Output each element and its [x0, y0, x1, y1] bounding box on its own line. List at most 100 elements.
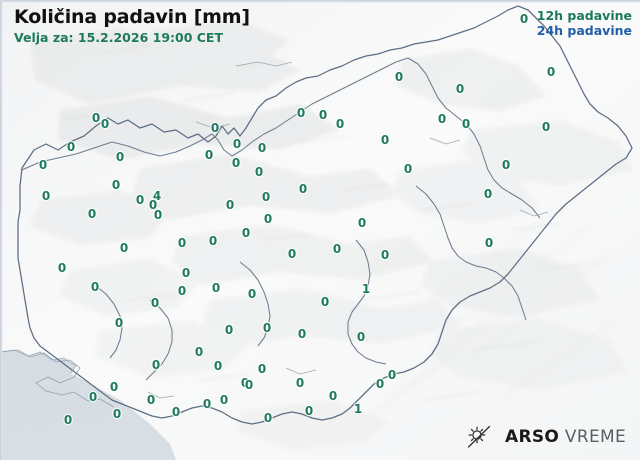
- terrain-relief: [30, 20, 634, 450]
- valid-time-label: Velja za: 15.2.2026 19:00 CET: [14, 30, 223, 45]
- station-value: 0: [211, 281, 221, 295]
- station-value: 0: [437, 112, 447, 126]
- station-value: 0: [257, 141, 267, 155]
- station-value: 0: [295, 376, 305, 390]
- adriatic-open-water: [0, 356, 176, 460]
- station-value: 0: [254, 165, 264, 179]
- station-value: 0: [38, 158, 48, 172]
- station-value: 0: [210, 121, 220, 135]
- station-value: 0: [63, 413, 73, 427]
- station-value: 0: [153, 208, 163, 222]
- station-value: 0: [461, 117, 471, 131]
- station-value: 0: [57, 261, 67, 275]
- station-value: 0: [151, 358, 161, 372]
- station-value: 0: [204, 148, 214, 162]
- station-value: 0: [318, 108, 328, 122]
- logo-vreme-text: VREME: [564, 427, 626, 447]
- regional-boundaries: [21, 57, 541, 381]
- page-title: Količina padavin [mm]: [14, 6, 250, 28]
- station-value: 0: [114, 316, 124, 330]
- legend: 12h padavine 24h padavine: [537, 8, 632, 38]
- station-value: 0: [150, 296, 160, 310]
- station-value: 0: [263, 411, 273, 425]
- station-value: 0: [356, 330, 366, 344]
- station-value: 0: [232, 137, 242, 151]
- station-value: 0: [90, 280, 100, 294]
- map-header: Količina padavin [mm] Velja za: 15.2.202…: [14, 6, 250, 46]
- station-value: 0: [91, 111, 101, 125]
- station-value: 4: [152, 189, 162, 203]
- station-value: 0: [181, 266, 191, 280]
- station-value: 0: [224, 323, 234, 337]
- station-value: 0: [501, 158, 511, 172]
- station-value: 0: [240, 376, 250, 390]
- station-value: 0: [135, 193, 145, 207]
- station-value: 0: [484, 236, 494, 250]
- logo-arso-text: ARSO: [505, 427, 560, 447]
- terrain-hatch: [349, 209, 621, 431]
- station-value: 0: [287, 247, 297, 261]
- station-value: 0: [88, 390, 98, 404]
- legend-item-12h: 12h padavine: [536, 8, 632, 23]
- station-value: 0: [483, 187, 493, 201]
- station-value: 0: [541, 120, 551, 134]
- station-value: 0: [455, 82, 465, 96]
- sun-cloud-icon: [467, 425, 491, 448]
- station-value: 0: [225, 198, 235, 212]
- station-value: 0: [328, 389, 338, 403]
- station-value: 0: [262, 321, 272, 335]
- station-value: 0: [241, 226, 251, 240]
- station-value: 0: [202, 397, 212, 411]
- station-value: 0: [335, 117, 345, 131]
- station-value: 0: [148, 198, 158, 212]
- station-value: 1: [361, 282, 371, 296]
- station-value: 0: [208, 234, 218, 248]
- station-value: 0: [219, 393, 229, 407]
- river-lines: [147, 61, 549, 399]
- station-value: 0: [298, 182, 308, 196]
- legend-item-24h: 24h padavine: [536, 23, 632, 38]
- arso-vreme-logo[interactable]: ARSO VREME: [466, 424, 626, 450]
- station-value: 0: [304, 404, 314, 418]
- station-value: 0: [403, 162, 413, 176]
- station-value: 0: [263, 212, 273, 226]
- station-value: 0: [380, 133, 390, 147]
- station-value: 0: [332, 242, 342, 256]
- station-value: 0: [87, 207, 97, 221]
- station-value: 0: [213, 359, 223, 373]
- station-value: 0: [119, 241, 129, 255]
- station-value: 0: [296, 106, 306, 120]
- station-value: 0: [380, 248, 390, 262]
- station-value: 0: [297, 327, 307, 341]
- station-value: 0: [171, 405, 181, 419]
- station-value: 0: [177, 284, 187, 298]
- station-value: 0: [100, 117, 110, 131]
- station-value: 0: [320, 295, 330, 309]
- station-value: 0: [194, 345, 204, 359]
- station-value: 0: [519, 12, 529, 26]
- coastline-detail: [0, 349, 115, 408]
- station-value: 0: [394, 70, 404, 84]
- station-value: 0: [146, 393, 156, 407]
- station-value: 0: [115, 150, 125, 164]
- station-value: 0: [375, 377, 385, 391]
- station-value: 0: [261, 190, 271, 204]
- station-value: 0: [41, 189, 51, 203]
- station-value: 0: [109, 380, 119, 394]
- station-value: 0: [112, 407, 122, 421]
- logo-text: ARSO VREME: [505, 427, 626, 447]
- station-value: 0: [231, 156, 241, 170]
- station-value: 0: [111, 178, 121, 192]
- station-value: 1: [353, 402, 363, 416]
- station-value: 0: [387, 368, 397, 382]
- station-value: 0: [247, 287, 257, 301]
- terrain-strokes: [59, 43, 601, 401]
- station-value: 0: [66, 140, 76, 154]
- station-value: 0: [177, 236, 187, 250]
- national-border-slovenia: [17, 5, 633, 425]
- station-value: 0: [257, 362, 267, 376]
- station-value: 0: [546, 65, 556, 79]
